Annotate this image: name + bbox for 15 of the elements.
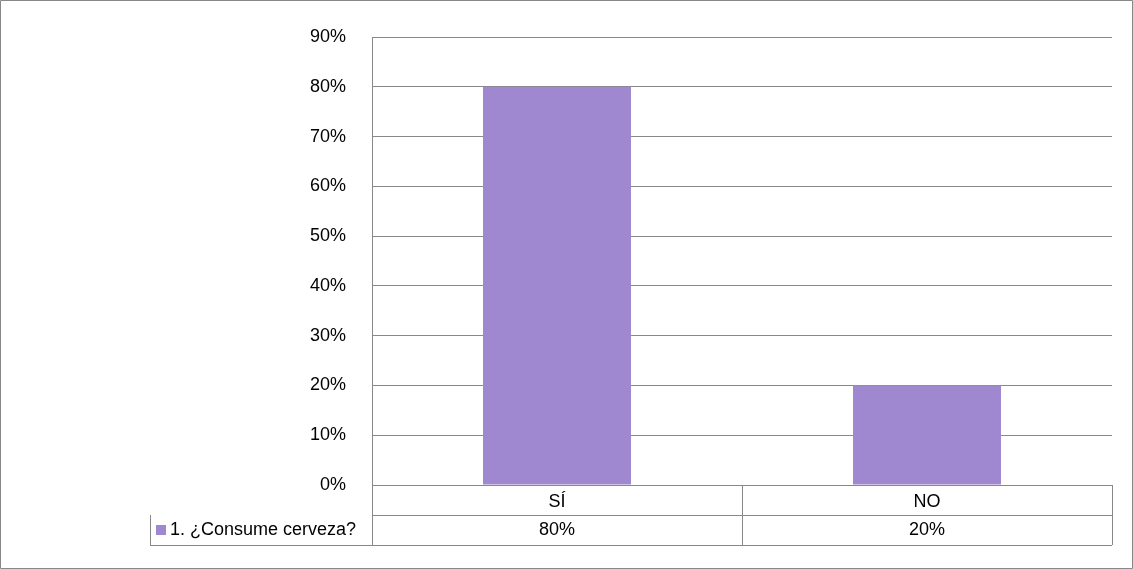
- legend-label: 1. ¿Consume cerveza?: [170, 518, 357, 539]
- text: 20%: [908, 518, 946, 539]
- y-tick-label: 60%: [309, 175, 346, 196]
- text: 80%: [538, 518, 576, 539]
- y-tick-label: 40%: [309, 274, 346, 295]
- y-tick-label: 10%: [309, 424, 346, 445]
- y-tick-label: 30%: [309, 324, 346, 345]
- y-tick-label: 20%: [309, 374, 346, 395]
- y-tick-label: 50%: [309, 225, 346, 246]
- x-tick-label: NO: [913, 490, 941, 511]
- y-tick-label: 70%: [309, 125, 346, 146]
- y-tick-label: 90%: [309, 25, 346, 46]
- y-tick-label: 0%: [319, 473, 346, 494]
- x-tick-label: SÍ: [548, 490, 566, 511]
- y-tick-label: 80%: [309, 75, 346, 96]
